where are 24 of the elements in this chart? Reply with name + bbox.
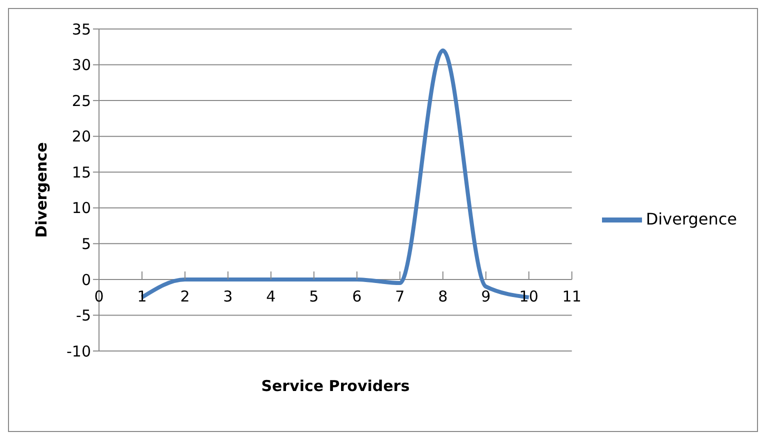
x-tick-label: 11	[562, 287, 582, 306]
y-tick-label: 5	[81, 234, 91, 253]
y-tick-label: 10	[72, 199, 91, 218]
y-tick-label: 15	[72, 163, 91, 182]
x-tick-label: 8	[438, 287, 448, 306]
x-tick-label: 5	[309, 287, 319, 306]
x-axis-title: Service Providers	[261, 377, 410, 395]
y-tick-label: -10	[66, 342, 91, 360]
x-tick-label: 3	[223, 287, 233, 306]
legend-label: Divergence	[646, 209, 737, 228]
x-tick-label: 10	[519, 287, 538, 306]
y-tick-label: 0	[81, 270, 91, 289]
y-tick-label: 25	[72, 92, 91, 110]
x-tick-label: 7	[395, 287, 405, 306]
y-axis-title: Divergence	[32, 142, 50, 238]
y-tick-label: 30	[72, 56, 91, 74]
y-tick-label: 35	[72, 20, 91, 38]
y-tick-label: -5	[76, 306, 91, 325]
x-tick-label: 4	[266, 287, 276, 306]
x-tick-label: 6	[352, 287, 362, 306]
y-tick-label: 20	[72, 128, 91, 146]
x-tick-label: 9	[481, 287, 491, 306]
x-tick-label: 0	[94, 287, 104, 306]
x-tick-label: 2	[180, 287, 190, 306]
